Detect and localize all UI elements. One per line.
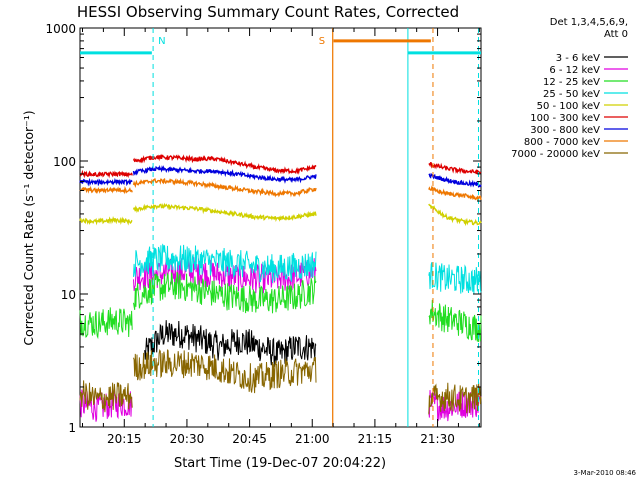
series-line-100-300-keV-seg0	[79, 169, 133, 179]
legend-header: Att 0	[604, 29, 628, 40]
series-100-300-keV	[79, 153, 482, 179]
x-tick-label: 20:45	[232, 432, 267, 446]
series-line-50-100-keV-seg1	[132, 202, 317, 222]
y-tick-label: 1	[68, 421, 76, 435]
axes: 1 10 100 1000 20:15 20:30 20:45 21:00 21:15 21:30	[45, 22, 481, 446]
y-tick-label: 10	[61, 288, 76, 302]
series-3-6-keV	[144, 320, 317, 367]
x-tick-label: 21:30	[420, 432, 455, 446]
x-tick-label: 21:00	[295, 432, 330, 446]
series-line-300-800-keV-seg0	[79, 177, 133, 187]
series-line-300-800-keV-seg2	[428, 172, 482, 189]
series-line-7000-20000-keV-seg1	[133, 348, 317, 394]
legend-label: 7000 - 20000 keV	[511, 149, 600, 160]
y-tick-label: 1000	[45, 22, 76, 36]
series-50-100-keV	[79, 202, 482, 227]
legend-label: 50 - 100 keV	[537, 101, 601, 112]
series-line-12-25-keV-seg1	[133, 271, 317, 314]
flag-label-s: S	[319, 36, 325, 47]
legend-header: Det 1,3,4,5,6,9,	[550, 17, 628, 28]
series-line-300-800-keV-seg1	[132, 164, 317, 184]
x-tick-label: 20:30	[170, 432, 205, 446]
legend-label: 25 - 50 keV	[543, 89, 600, 100]
series-300-800-keV	[79, 164, 482, 189]
x-axis-label: Start Time (19-Dec-07 20:04:22)	[174, 456, 386, 471]
legend-label: 12 - 25 keV	[543, 77, 600, 88]
legend-label: 3 - 6 keV	[556, 53, 600, 64]
footer-timestamp: 3-Mar-2010 08:46	[574, 469, 637, 477]
flag-label-n: N	[158, 36, 165, 47]
series-line-800-7000-keV-seg0	[79, 185, 133, 195]
series-line-12-25-keV-seg0	[79, 307, 133, 340]
flag-n: N	[80, 28, 481, 427]
series-12-25-keV	[79, 271, 482, 343]
series-line-100-300-keV-seg1	[132, 153, 317, 175]
chart-title: HESSI Observing Summary Count Rates, Cor…	[77, 3, 459, 21]
series-line-3-6-keV-seg0	[144, 320, 317, 367]
series-line-25-50-keV-seg1	[428, 262, 482, 294]
series-800-7000-keV	[79, 177, 482, 202]
series-line-800-7000-keV-seg2	[428, 185, 482, 202]
legend-label: 300 - 800 keV	[530, 125, 600, 136]
y-tick-label: 100	[53, 155, 76, 169]
series-line-7000-20000-keV-seg2	[428, 382, 482, 415]
series-line-6-12-keV-seg1	[133, 257, 317, 294]
series-line-7000-20000-keV-seg0	[79, 380, 133, 413]
flag-s: S	[319, 28, 434, 427]
x-tick-label: 20:15	[107, 432, 142, 446]
series-line-800-7000-keV-seg1	[132, 177, 317, 198]
legend-label: 6 - 12 keV	[549, 65, 600, 76]
x-tick-label: 21:15	[358, 432, 393, 446]
series-line-50-100-keV-seg0	[79, 216, 133, 226]
y-axis-label: Corrected Count Rate (s⁻¹ detector⁻¹)	[21, 110, 36, 345]
series-6-12-keV	[79, 257, 482, 422]
plot-frame	[79, 27, 482, 428]
series-line-100-300-keV-seg2	[428, 162, 482, 175]
series-line-12-25-keV-seg2	[428, 299, 482, 343]
series-25-50-keV	[133, 243, 482, 294]
series-line-25-50-keV-seg0	[133, 243, 317, 283]
legend-label: 800 - 7000 keV	[524, 137, 600, 148]
series-line-50-100-keV-seg2	[428, 203, 482, 227]
series-7000-20000-keV	[79, 348, 482, 415]
legend-label: 100 - 300 keV	[530, 113, 600, 124]
